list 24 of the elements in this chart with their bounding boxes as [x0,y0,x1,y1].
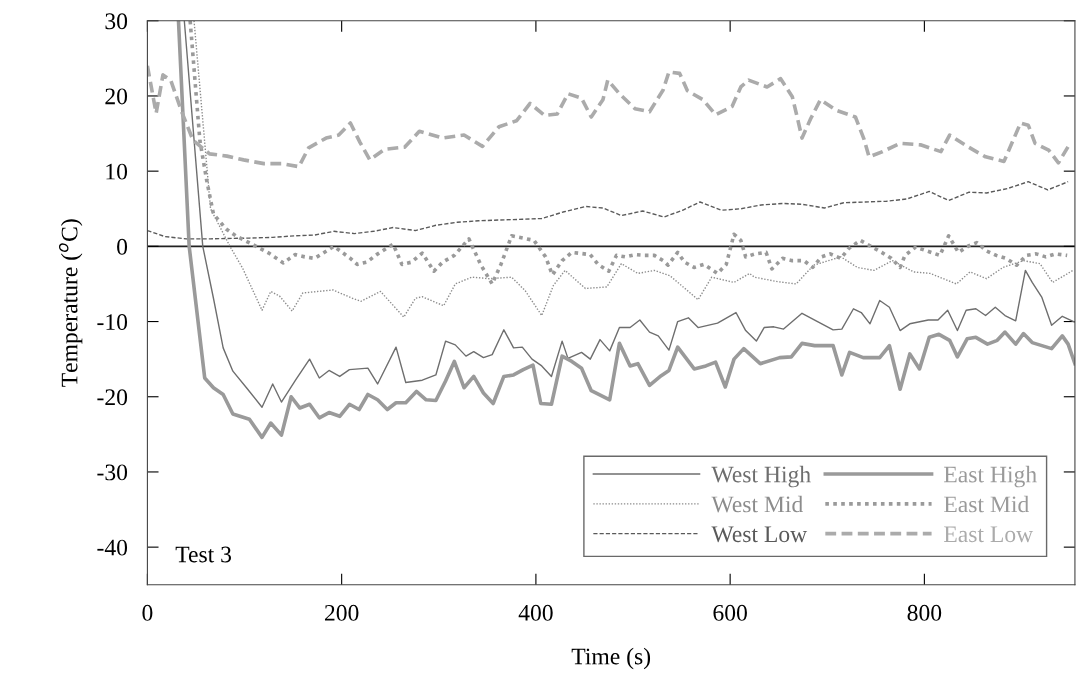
x-axis-title: Time (s) [571,647,651,670]
y-tick-label: 0 [117,238,128,255]
legend-label: West Mid [711,495,803,513]
x-tick-label: 400 [518,604,553,621]
x-tick-label: 800 [907,604,942,621]
y-axis-title: Temperature ($^{o}$C) [58,219,83,387]
y-tick-label: -20 [97,389,128,406]
x-tick-label: 0 [142,604,153,621]
legend-label: West Low [711,526,808,543]
y-tick-label: 20 [105,88,128,105]
line-series [147,64,1072,169]
x-tick-label: 200 [324,604,359,621]
legend-label: West High [711,465,811,488]
y-tick-label: -10 [97,314,128,330]
annotation: Test 3 [175,546,232,563]
y-tick-label: -40 [97,539,128,556]
legend-label: East High [944,465,1037,488]
y-tick-label: -30 [97,464,128,481]
line-series [147,180,1069,240]
y-tick-label: 30 [105,13,128,30]
legend-label: East Mid [944,495,1029,513]
x-tick-label: 600 [713,604,747,621]
y-tick-label: 10 [106,163,128,180]
legend-label: East Low [944,526,1034,543]
